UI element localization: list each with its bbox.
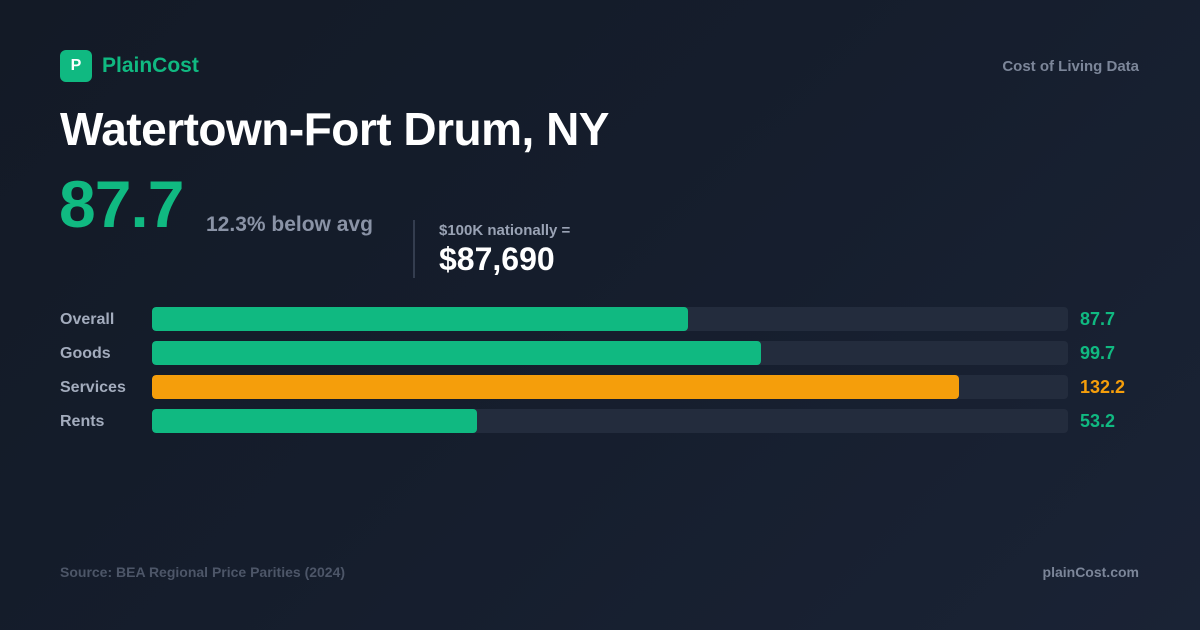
bar-chart: Overall 87.7 Goods 99.7 Services 132.2 Rents 53… <box>60 307 1160 443</box>
comparison-text: 12.3% below avg <box>206 213 373 236</box>
bar-track <box>152 375 1068 399</box>
tagline: Cost of Living Data <box>1002 58 1139 75</box>
bar-track <box>152 307 1068 331</box>
page-title: Watertown-Fort Drum, NY <box>60 103 610 155</box>
bar-label: Overall <box>60 311 115 328</box>
brand-logo-icon: P <box>60 50 92 82</box>
bar-row: Services 132.2 <box>60 375 1160 409</box>
bar-value-label: 132.2 <box>1080 377 1126 397</box>
overall-index-value: 87.7 <box>59 167 184 241</box>
divider <box>413 220 415 278</box>
bar-value-label: 53.2 <box>1080 411 1116 431</box>
bar-label: Rents <box>60 413 105 430</box>
bar-row: Rents 53.2 <box>60 409 1160 443</box>
bar-label: Services <box>60 379 126 396</box>
bar <box>152 375 960 399</box>
brand-name: PlainCost <box>102 54 199 77</box>
bar-track <box>152 409 1068 433</box>
bar <box>152 341 761 365</box>
site-url: plainCost.com <box>1042 564 1139 580</box>
bar-value-label: 87.7 <box>1080 309 1116 329</box>
bar-row: Goods 99.7 <box>60 341 1160 375</box>
bar-row: Overall 87.7 <box>60 307 1160 341</box>
bar-label: Goods <box>60 345 111 362</box>
bar-track <box>152 341 1068 365</box>
bar <box>152 409 477 433</box>
bar <box>152 307 688 331</box>
bar-value-label: 99.7 <box>1080 343 1116 363</box>
brand: P PlainCost <box>60 50 199 82</box>
equivalent-value: $87,690 <box>439 241 555 277</box>
source-note: Source: BEA Regional Price Parities (202… <box>60 564 346 580</box>
equivalent-label: $100K nationally = <box>439 222 571 239</box>
